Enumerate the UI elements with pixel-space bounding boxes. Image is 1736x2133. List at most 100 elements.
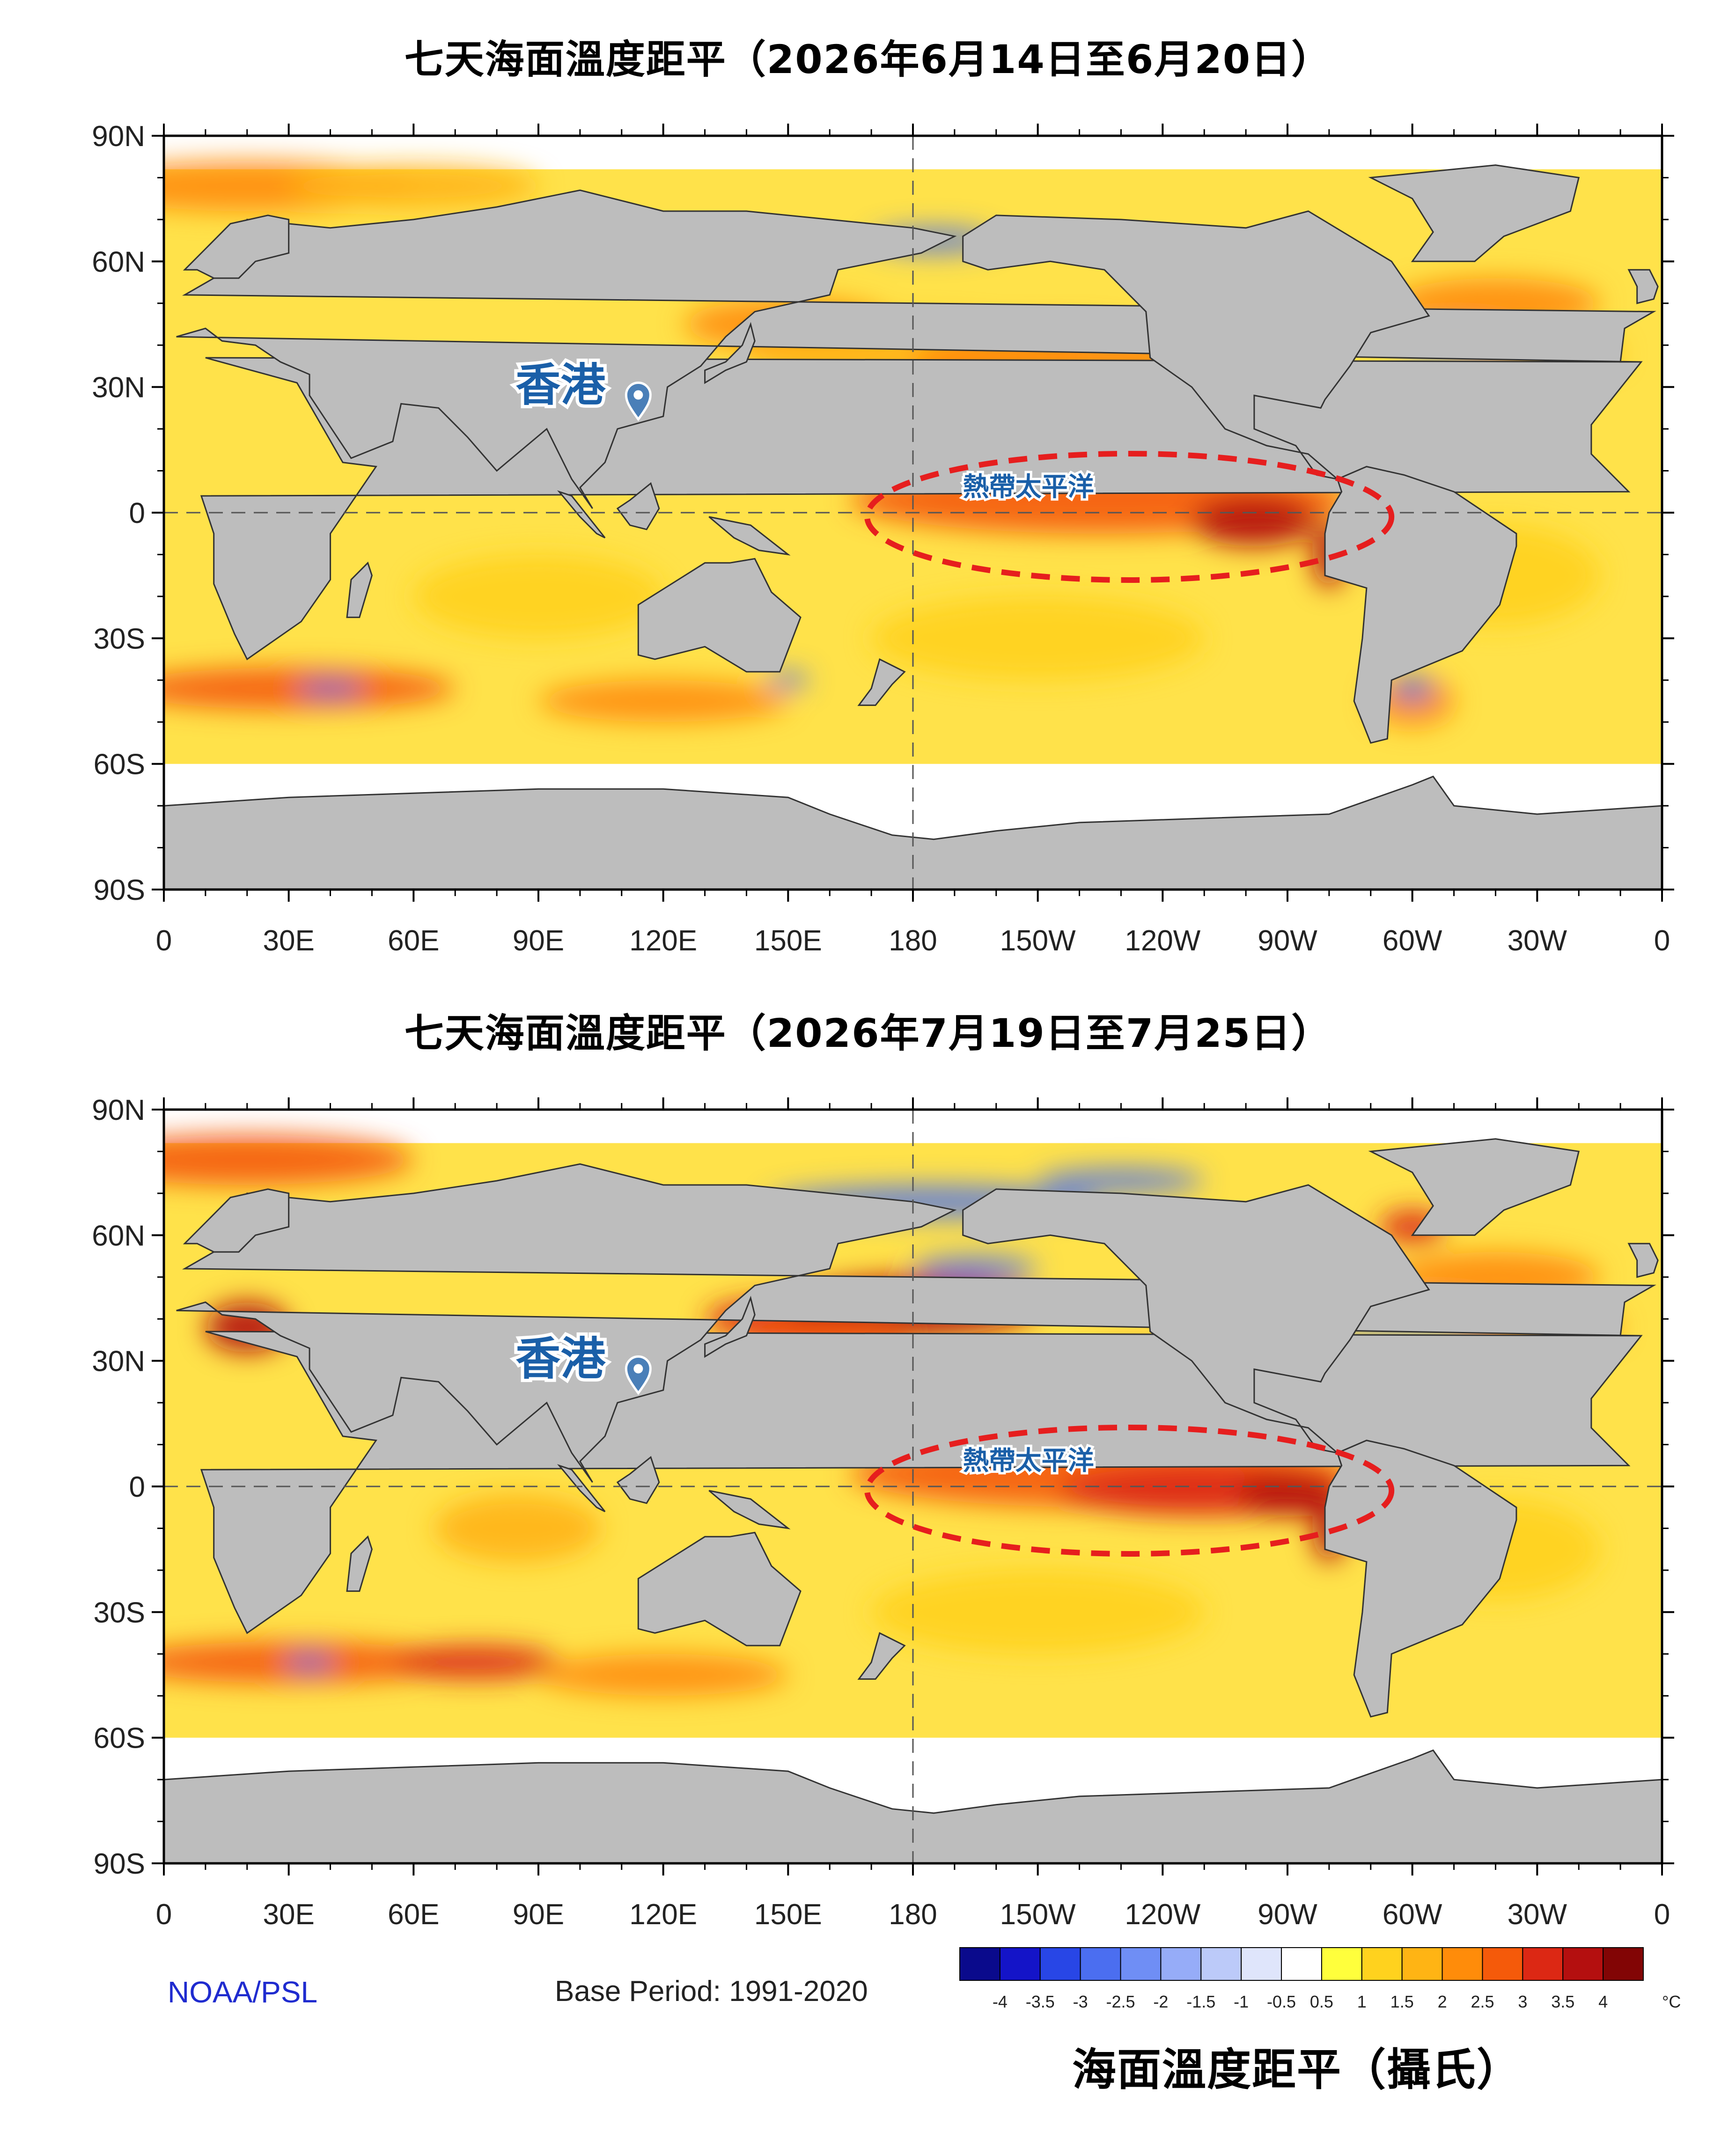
lon-tick-label: 90W [1258,925,1317,957]
land-greenland [1368,164,1580,262]
land-nz [857,1632,906,1680]
legend-swatch [1039,1947,1081,1981]
lon-tick-label: 150W [1000,1898,1076,1931]
lon-tick-label: 30W [1508,1898,1567,1931]
legend-tick-label: 0.5 [1310,1992,1333,2011]
land-newguinea [708,516,791,556]
warm-anomaly [871,1570,1205,1654]
warm-anomaly [1192,496,1317,546]
land-aus [637,558,802,673]
warm-anomaly [288,165,538,207]
legend-swatch [1361,1947,1403,1981]
legend-swatch [1482,1947,1523,1981]
cold-anomaly [297,680,364,697]
land-borneo [616,1456,660,1504]
lon-tick-label: 60E [388,1898,439,1931]
land-newguinea [708,1490,791,1530]
panel-2-map: 90N 60N 30N 0 30S 60S 90S 0 30E 60E 90E 120E 150E 180… [92,1094,1674,1931]
lat-tick-label: 60S [94,749,145,781]
lat-tick-label: 90N [92,1094,145,1126]
lat-tick-label: 90N [92,120,145,153]
warm-anomaly [871,596,1205,680]
lat-tick-label: 30S [94,623,145,655]
warm-anomaly [392,1645,559,1679]
land-madagascar [346,561,373,618]
land-britain [1627,1243,1659,1278]
lon-tick-label: 60W [1383,925,1442,957]
legend-tick-label: 1.5 [1390,1992,1414,2011]
lon-tick-label: 0 [1654,1898,1670,1931]
lat-tick-label: 30N [92,1346,145,1378]
legend-swatch [1603,1947,1644,1981]
land-sam [1324,466,1517,744]
panel-2-title: 七天海面溫度距平（2026年7月19日至7月25日） [404,1010,1332,1056]
legend-swatch [1241,1947,1282,1981]
legend-swatch [1401,1947,1443,1981]
cold-anomaly [912,1256,1038,1281]
location-pin-icon [625,1355,652,1395]
lat-tick-label: 30S [94,1596,145,1629]
legend-swatch [1160,1947,1202,1981]
map-content [164,1110,1662,1863]
land-nz [857,658,906,706]
warm-anomaly [413,554,663,639]
location-pin-icon [625,382,652,421]
legend-tick-label: -1 [1234,1992,1249,2011]
land-britain [1627,269,1659,304]
legend-swatch [1120,1947,1162,1981]
hong-kong-label: 香港 [515,1333,606,1385]
lon-tick-label: 120E [629,925,697,957]
legend-tick-label: -3 [1073,1992,1088,2011]
land-greenland [1368,1138,1580,1236]
warm-anomaly [164,1134,414,1185]
legend-unit: °C [1662,1992,1681,2011]
land-japan [704,1295,756,1358]
legend-swatch [959,1947,1000,1981]
warm-anomaly [434,1494,601,1562]
lat-tick-label: 90S [94,874,145,906]
legend-tick-label: -2.5 [1106,1992,1135,2011]
lon-tick-label: 0 [1654,925,1670,957]
tropical-pacific-label: 熱帶太平洋 [963,472,1094,502]
lon-tick-label: 90W [1258,1898,1317,1931]
lon-tick-label: 90E [513,925,564,957]
lon-tick-label: 120E [629,1898,697,1931]
legend-tick-label: 3.5 [1551,1992,1574,2011]
land-sam [1324,1440,1517,1718]
map-content [164,136,1662,890]
cold-anomaly [1037,1168,1205,1193]
lon-tick-label: 0 [156,1898,172,1931]
legend-swatch [1522,1947,1564,1981]
legend-tick-label: -2 [1153,1992,1168,2011]
legend-tick-label: -4 [993,1992,1008,2011]
tropical-pacific-highlight [864,450,1395,583]
warm-anomaly [538,680,788,722]
land-nam [962,1184,1430,1454]
land-antarctica [164,775,1662,890]
legend-tick-label: 2 [1438,1992,1447,2011]
legend-tick-label: 1 [1357,1992,1367,2011]
lon-tick-label: 90E [513,1898,564,1931]
tropical-pacific-label: 熱帶太平洋 [963,1446,1094,1476]
land-japan [704,322,756,384]
land-antarctica [164,1749,1662,1863]
cold-anomaly [1391,676,1434,701]
lat-tick-label: 60S [94,1722,145,1755]
legend-tick-label: 2.5 [1471,1992,1494,2011]
land-europe-north [183,1188,290,1253]
warm-anomaly [538,1654,788,1696]
cold-anomaly [767,671,809,689]
lon-tick-label: 150E [754,1898,822,1931]
panel-1-title: 七天海面溫度距平（2026年6月14日至6月20日） [404,37,1332,82]
lat-tick-label: 30N [92,372,145,404]
lon-tick-label: 60E [388,925,439,957]
lon-tick-label: 150W [1000,925,1076,957]
legend-tick-label: 4 [1598,1992,1608,2011]
warm-anomaly [1237,1474,1338,1516]
legend-tick-label: -3.5 [1026,1992,1055,2011]
lat-tick-label: 60N [92,246,145,278]
legend-title: 海面溫度距平（攝氏） [1072,2045,1522,2096]
legend-tick-label: -0.5 [1267,1992,1296,2011]
legend-tick-label: 3 [1518,1992,1527,2011]
land-masses [164,1138,1662,1863]
